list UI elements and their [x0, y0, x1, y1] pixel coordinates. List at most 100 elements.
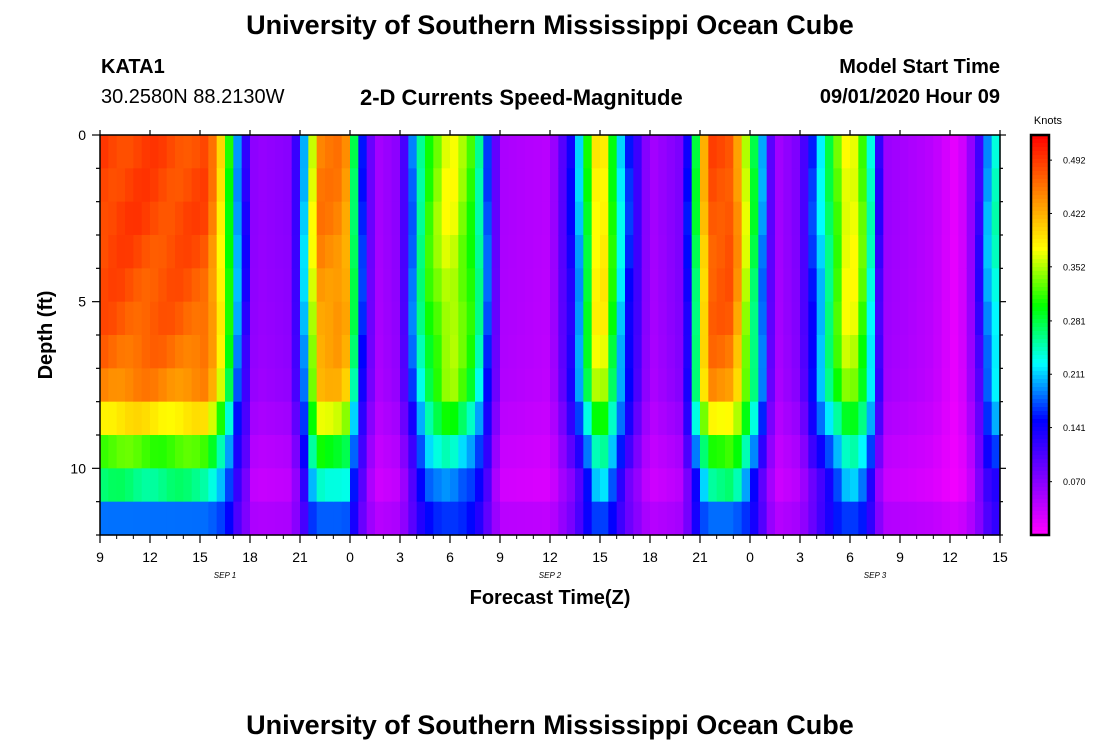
- heatmap-cell: [708, 301, 718, 336]
- x-axis-title: Forecast Time(Z): [470, 587, 631, 609]
- heatmap-cell: [400, 368, 409, 403]
- heatmap-cell: [175, 168, 184, 203]
- station-id: KATA1: [101, 56, 165, 78]
- heatmap-cell: [275, 135, 284, 169]
- heatmap-cell: [716, 335, 726, 369]
- heatmap-cell: [850, 468, 859, 503]
- heatmap-cell: [925, 135, 934, 169]
- heatmap-cell: [591, 468, 601, 503]
- heatmap-cell: [983, 268, 993, 303]
- heatmap-cell: [150, 235, 159, 269]
- heatmap-cell: [175, 501, 184, 536]
- heatmap-cell: [183, 501, 193, 536]
- heatmap-cell: [925, 501, 934, 536]
- heatmap-cell: [608, 135, 618, 169]
- heatmap-cell: [808, 335, 818, 369]
- heatmap-cell: [758, 268, 768, 303]
- heatmap-cell: [333, 235, 343, 269]
- heatmap-cell: [883, 468, 893, 503]
- heatmap-cell: [341, 201, 351, 236]
- heatmap-cell: [200, 468, 209, 503]
- heatmap-cell: [575, 268, 584, 303]
- heatmap-cell: [808, 501, 818, 536]
- heatmap-cell: [100, 135, 109, 169]
- heatmap-cell: [158, 201, 168, 236]
- heatmap-cell: [425, 268, 434, 303]
- heatmap-cell: [733, 235, 743, 269]
- heatmap-cell: [150, 468, 159, 503]
- heatmap-cell: [583, 301, 593, 336]
- heatmap-cell: [916, 168, 926, 203]
- heatmap-cell: [208, 268, 218, 303]
- colorbar-segment: [1031, 307, 1049, 312]
- heatmap-cell: [841, 368, 851, 403]
- heatmap-cell: [716, 235, 726, 269]
- heatmap-cell: [650, 468, 659, 503]
- heatmap-cell: [266, 168, 276, 203]
- heatmap-cell: [766, 468, 776, 503]
- heatmap-cell: [291, 268, 301, 303]
- heatmap-cell: [600, 268, 609, 303]
- heatmap-cell: [866, 268, 876, 303]
- heatmap-cell: [866, 401, 876, 436]
- heatmap-cell: [441, 301, 451, 336]
- heatmap-cell: [741, 301, 751, 336]
- heatmap-cell: [750, 268, 759, 303]
- heatmap-cell: [866, 435, 876, 469]
- heatmap-cell: [158, 468, 168, 503]
- heatmap-cell: [241, 435, 251, 469]
- heatmap-cell: [375, 201, 384, 236]
- heatmap-cell: [975, 368, 984, 403]
- heatmap-cell: [925, 368, 934, 403]
- heatmap-cell: [558, 368, 568, 403]
- heatmap-cell: [950, 268, 959, 303]
- heatmap-cell: [833, 268, 843, 303]
- heatmap-cell: [283, 268, 293, 303]
- heatmap-cell: [708, 401, 718, 436]
- colorbar-segment: [1031, 147, 1049, 152]
- heatmap-cell: [216, 135, 226, 169]
- heatmap-cell: [975, 135, 984, 169]
- heatmap-cell: [291, 501, 301, 536]
- heatmap-cell: [841, 268, 851, 303]
- heatmap-cell: [275, 368, 284, 403]
- heatmap-cell: [383, 235, 393, 269]
- heatmap-cell: [691, 501, 701, 536]
- heatmap-cell: [616, 135, 626, 169]
- heatmap-cell: [833, 368, 843, 403]
- heatmap-cell: [916, 468, 926, 503]
- heatmap-cell: [316, 168, 326, 203]
- heatmap-cell: [158, 268, 168, 303]
- heatmap-cell: [233, 201, 243, 236]
- heatmap-cell: [250, 435, 259, 469]
- heatmap-cell: [600, 501, 609, 536]
- heatmap-cell: [275, 201, 284, 236]
- heatmap-cell: [308, 135, 318, 169]
- heatmap-cell: [583, 401, 593, 436]
- heatmap-cell: [191, 168, 201, 203]
- heatmap-cell: [716, 501, 726, 536]
- heatmap-cell: [150, 168, 159, 203]
- heatmap-cell: [483, 401, 493, 436]
- heatmap-cell: [791, 268, 801, 303]
- heatmap-cell: [408, 368, 418, 403]
- heatmap-cell: [633, 335, 643, 369]
- heatmap-cell: [741, 335, 751, 369]
- heatmap-cell: [233, 135, 243, 169]
- heatmap-cell: [350, 368, 359, 403]
- heatmap-cell: [108, 501, 118, 536]
- heatmap-cell: [758, 401, 768, 436]
- heatmap-cell: [208, 435, 218, 469]
- heatmap-cell: [191, 268, 201, 303]
- heatmap-cell: [383, 401, 393, 436]
- heatmap-cell: [925, 168, 934, 203]
- heatmap-cell: [575, 301, 584, 336]
- heatmap-cell: [875, 335, 884, 369]
- heatmap-cell: [983, 235, 993, 269]
- heatmap-cell: [558, 401, 568, 436]
- heatmap-cell: [866, 368, 876, 403]
- heatmap-cell: [516, 235, 526, 269]
- heatmap-cell: [825, 501, 834, 536]
- heatmap-cell: [325, 468, 334, 503]
- heatmap-cell: [741, 135, 751, 169]
